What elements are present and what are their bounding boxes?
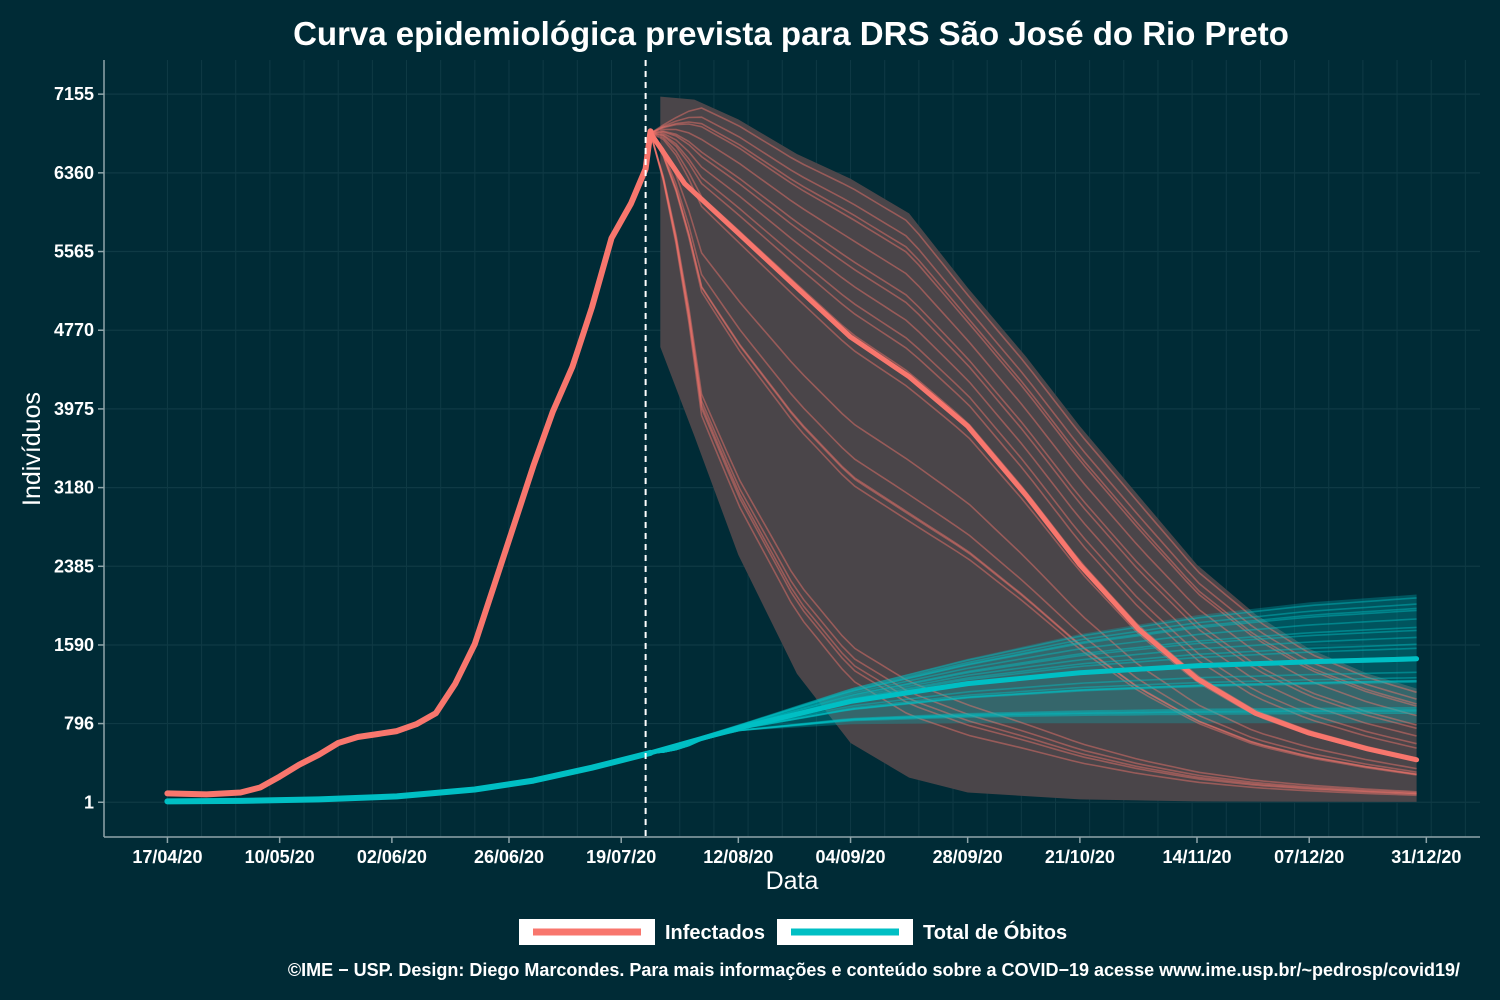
obitos-trajectory	[650, 679, 1417, 754]
forecast-bands	[650, 96, 1417, 802]
infectados-trajectory	[650, 130, 1417, 726]
y-tick-label: 7155	[54, 84, 94, 104]
x-axis-title: Data	[766, 867, 819, 895]
obitos-trajectory	[650, 676, 1417, 754]
y-tick-label: 4770	[54, 320, 94, 340]
obitos-trajectory	[650, 710, 1417, 754]
obitos-forecast-median	[648, 656, 1420, 756]
x-tick-label: 14/11/20	[1162, 847, 1231, 867]
y-axis-title: Indivíduos	[18, 392, 46, 506]
y-tick-label: 1	[84, 792, 94, 812]
obitos-forecast-band	[650, 594, 1417, 753]
x-tick-label: 07/12/20	[1274, 847, 1344, 867]
infectados-trajectory	[649, 132, 1417, 770]
x-tick-label: 26/06/20	[474, 847, 544, 867]
caption: ©IME − USP. Design: Diego Marcondes. Par…	[288, 960, 1460, 980]
obitos-trajectory	[650, 618, 1417, 754]
infectados-trajectory	[650, 121, 1417, 705]
infectados-trajectory	[649, 132, 1417, 795]
y-axis-ticks: 1 796 1590 2385 3180 3975 4770 5565 6360 7155	[54, 84, 104, 812]
obitos-trajectory	[650, 603, 1417, 754]
infectados-trajectory	[649, 132, 1417, 794]
obitos-trajectory	[650, 709, 1417, 754]
legend-label-infectados: Infectados	[665, 922, 765, 944]
obitos-trajectory	[650, 607, 1417, 754]
series-lines	[164, 128, 1420, 805]
infectados-forecast-band	[660, 96, 1417, 802]
obitos-observed-line	[164, 749, 654, 805]
infectados-trajectory	[650, 128, 1417, 717]
x-tick-label: 04/09/20	[816, 847, 886, 867]
infectados-trajectory	[649, 132, 1417, 775]
infectados-trajectory	[650, 132, 1417, 749]
infectados-trajectory	[650, 131, 1417, 730]
x-tick-label: 17/04/20	[132, 847, 202, 867]
obitos-trajectory	[650, 680, 1417, 754]
obitos-trajectory	[650, 681, 1417, 754]
infectados-forecast-median	[648, 130, 1420, 763]
y-tick-label: 3975	[54, 399, 94, 419]
x-tick-label: 10/05/20	[245, 847, 315, 867]
infectados-trajectory	[649, 132, 1417, 776]
infectados-trajectory	[649, 132, 1417, 797]
infectados-trajectory	[649, 132, 1417, 793]
legend-label-obitos: Total de Óbitos	[923, 920, 1067, 944]
obitos-trajectory	[650, 626, 1417, 754]
x-tick-label: 12/08/20	[703, 847, 773, 867]
x-axis-ticks: 17/04/20 10/05/20 02/06/20 26/06/20 19/07/20…	[132, 837, 1461, 867]
x-tick-label: 31/12/20	[1391, 847, 1461, 867]
obitos-trajectory	[650, 629, 1417, 754]
y-tick-label: 1590	[54, 635, 94, 655]
infectados-trajectory	[650, 132, 1417, 737]
infectados-trajectory	[649, 132, 1417, 776]
y-tick-label: 2385	[54, 556, 94, 576]
infectados-trajectory	[649, 132, 1417, 795]
y-tick-label: 3180	[54, 478, 94, 498]
y-tick-label: 796	[64, 714, 94, 734]
x-tick-label: 28/09/20	[933, 847, 1003, 867]
x-tick-label: 19/07/20	[586, 847, 656, 867]
obitos-trajectory	[650, 707, 1417, 754]
x-tick-label: 21/10/20	[1045, 847, 1115, 867]
y-tick-label: 5565	[54, 242, 94, 262]
obitos-trajectory	[650, 712, 1417, 754]
obitos-trajectory	[650, 708, 1417, 754]
x-tick-label: 02/06/20	[357, 847, 427, 867]
chart-title: Curva epidemiológica prevista para DRS S…	[293, 15, 1289, 52]
obitos-trajectory	[650, 597, 1417, 754]
obitos-trajectory	[650, 609, 1417, 754]
legend: Infectados Total de Óbitos	[519, 919, 1067, 945]
infectados-trajectory	[650, 132, 1417, 745]
infectados-trajectory	[650, 123, 1417, 707]
infectados-trajectory	[650, 116, 1417, 700]
y-tick-label: 6360	[54, 163, 94, 183]
infectados-trajectory	[649, 132, 1417, 773]
infectados-observed-line	[164, 128, 654, 798]
infectados-trajectory	[650, 107, 1417, 694]
